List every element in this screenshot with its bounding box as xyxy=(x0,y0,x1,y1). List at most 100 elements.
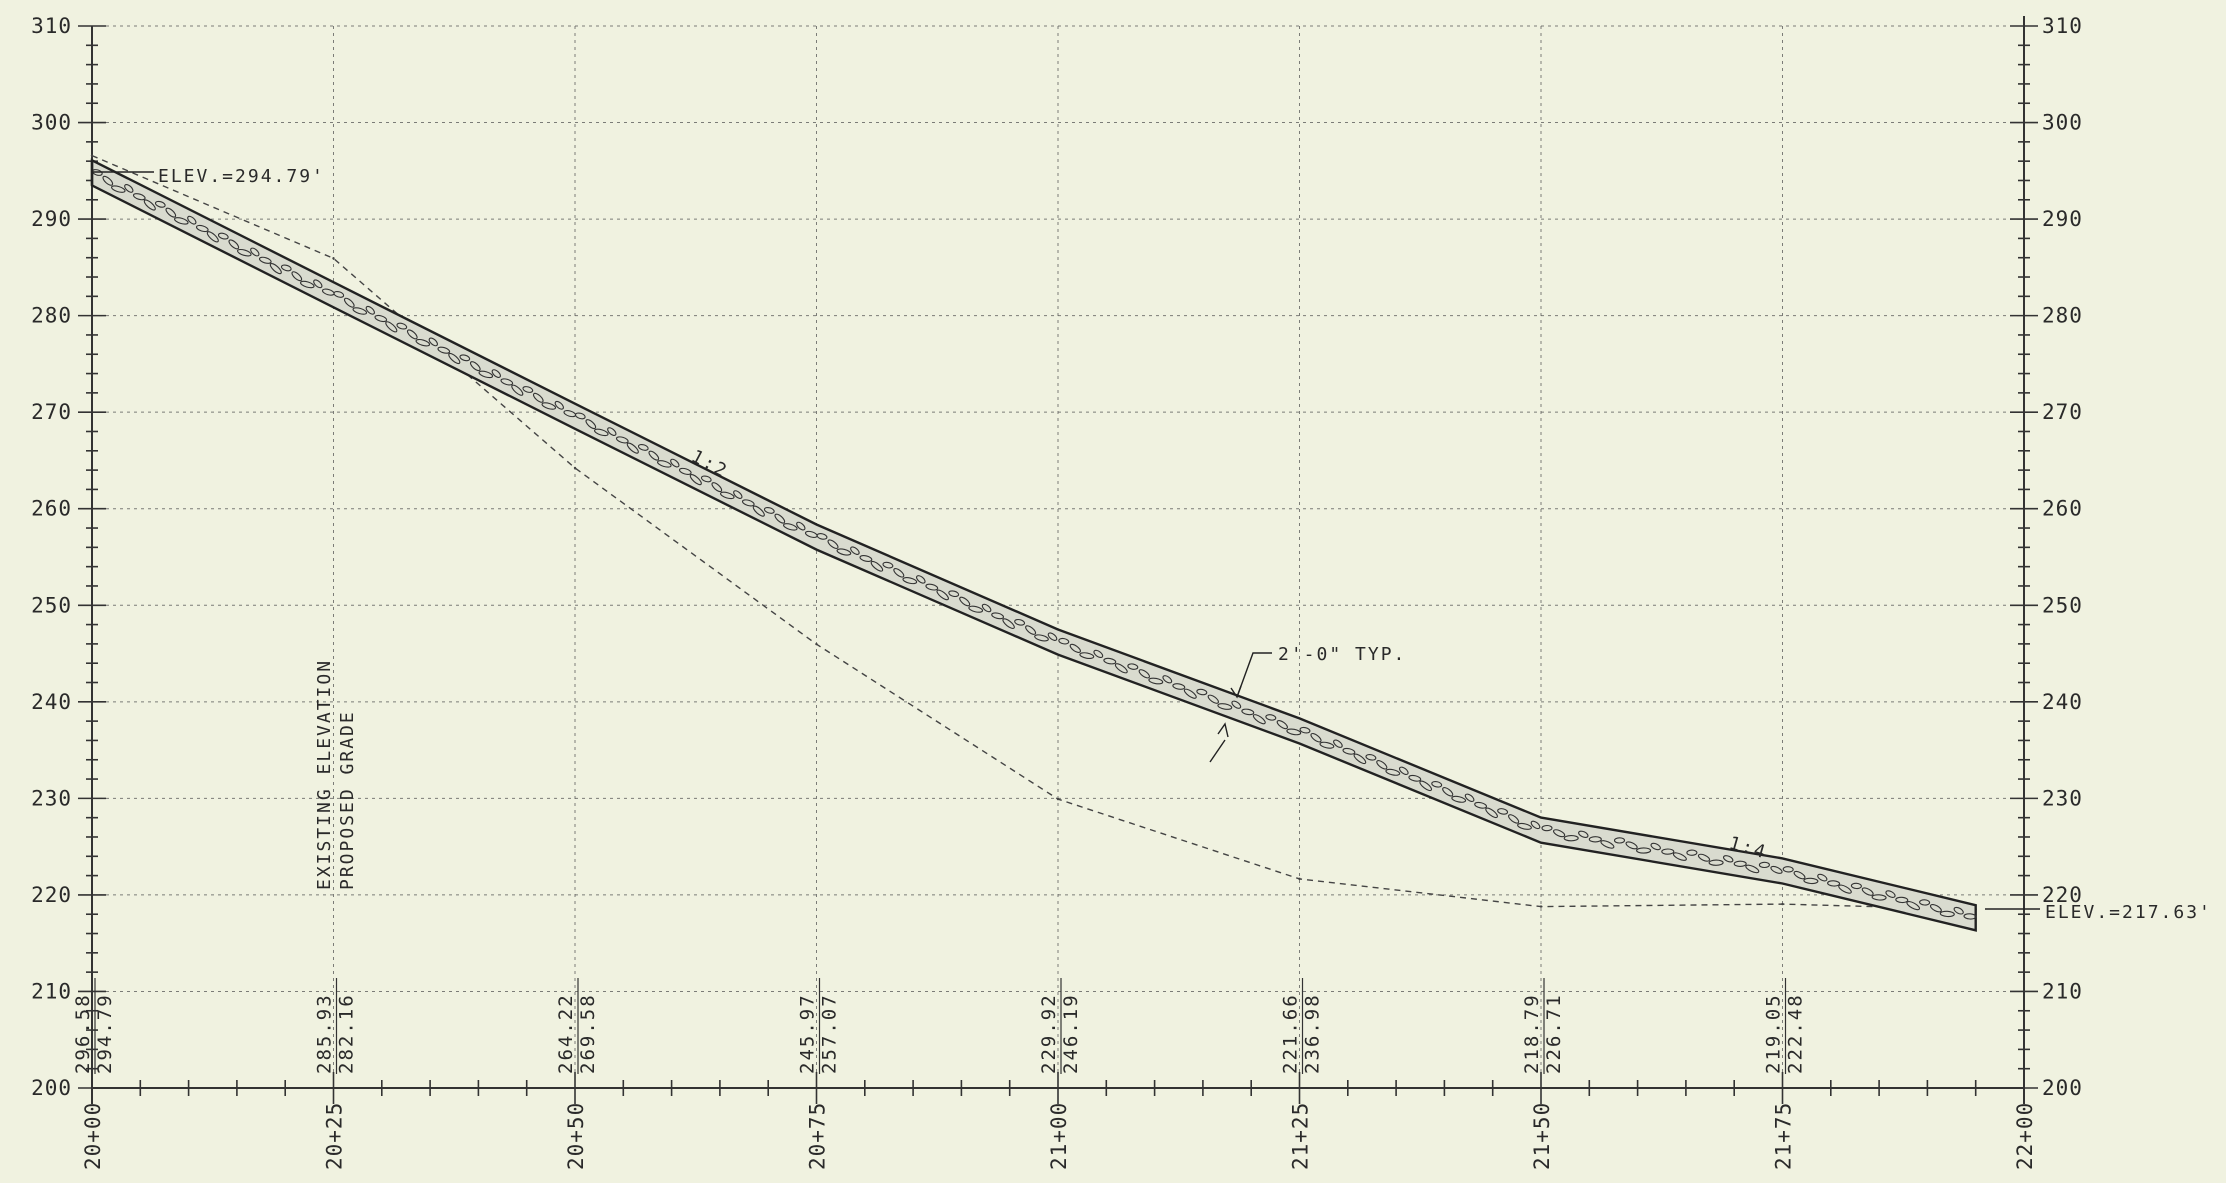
aggregate-stone xyxy=(491,369,501,379)
aggregate-stone xyxy=(385,321,398,333)
label-layer: 200 200 210 210 220 220 230 230 240 240 250 250 260 2… xyxy=(31,14,2083,1170)
aggregate-stone xyxy=(711,482,723,493)
aggregate-stone xyxy=(1850,882,1862,890)
aggregate-stone xyxy=(1929,903,1942,913)
aggregate-stone xyxy=(1014,618,1026,626)
y-tick-label-left: 250 xyxy=(31,593,72,617)
x-tick-label: 21+75 xyxy=(1772,1102,1796,1170)
aggregate-stone xyxy=(1419,780,1433,792)
existing-elevation-value: 218.79 xyxy=(1521,993,1543,1074)
aggregate-stone xyxy=(1138,669,1150,679)
aggregate-stone xyxy=(657,460,672,468)
aggregate-stone xyxy=(1953,906,1964,915)
aggregate-stone xyxy=(585,419,597,430)
existing-point xyxy=(1056,797,1060,801)
aggregate-stone xyxy=(522,386,534,393)
aggregate-stone xyxy=(925,583,939,591)
aggregate-stone xyxy=(1241,708,1255,716)
aggregate-stone xyxy=(1047,632,1058,641)
aggregate-stone xyxy=(1319,741,1335,749)
aggregate-stone xyxy=(1838,884,1852,894)
y-tick-label-right: 280 xyxy=(2042,304,2083,328)
aggregate-stone xyxy=(968,605,984,613)
aggregate-stone xyxy=(902,577,918,585)
aggregate-stone xyxy=(1385,768,1401,776)
aggregate-stone xyxy=(774,513,786,524)
aggregate-stone xyxy=(1002,618,1015,629)
aggregate-stone xyxy=(102,175,114,186)
axis-layer xyxy=(78,16,2038,1104)
thickness-arrow-upper xyxy=(1230,685,1242,699)
aggregate-stone xyxy=(132,193,146,201)
aggregate-stone xyxy=(752,505,765,517)
aggregate-stone xyxy=(1376,760,1388,770)
aggregate-stone xyxy=(1939,910,1955,918)
aggregate-stone xyxy=(532,392,544,403)
aggregate-stone xyxy=(783,523,798,531)
aggregate-stone xyxy=(893,567,905,578)
aggregate-stone xyxy=(1333,739,1343,748)
aggregate-stone xyxy=(741,499,755,507)
aggregate-stone xyxy=(1541,824,1553,832)
y-tick-label-right: 290 xyxy=(2042,207,2083,231)
aggregate-stone xyxy=(333,290,345,298)
aggregate-stone xyxy=(1861,887,1874,896)
aggregate-stone xyxy=(1563,835,1579,842)
aggregate-stone xyxy=(1196,688,1208,696)
proposed-grade-band xyxy=(90,158,1977,932)
y-tick-label-left: 230 xyxy=(31,786,72,810)
aggregate-stone xyxy=(124,183,134,193)
aggregate-stone xyxy=(1803,877,1819,885)
aggregate-stone xyxy=(1686,849,1698,856)
existing-point xyxy=(573,466,577,470)
aggregate-stone xyxy=(1093,649,1104,659)
proposed-grade-layer xyxy=(90,158,1977,932)
proposed-elevation-value: 257.07 xyxy=(819,993,841,1074)
aggregate-stone xyxy=(1661,848,1675,855)
y-tick-label-left: 310 xyxy=(31,14,72,38)
aggregate-stone xyxy=(1885,890,1896,898)
proposed-elevation-value: 222.48 xyxy=(1785,993,1807,1074)
aggregate-stone xyxy=(959,596,971,607)
existing-elevation-value: 285.93 xyxy=(314,993,336,1074)
aggregate-stone xyxy=(313,279,323,289)
y-tick-label-left: 210 xyxy=(31,979,72,1003)
aggregate-stone xyxy=(250,247,260,257)
y-tick-label-right: 270 xyxy=(2042,400,2083,424)
y-tick-label-right: 230 xyxy=(2042,786,2083,810)
aggregate-stone xyxy=(1079,652,1095,659)
aggregate-stone xyxy=(111,185,126,193)
aggregate-stone xyxy=(300,280,315,289)
aggregate-stone xyxy=(594,428,609,437)
aggregate-stone xyxy=(1745,864,1760,874)
aggregate-stone xyxy=(796,521,806,531)
aggregate-stone xyxy=(1758,861,1770,869)
aggregate-stone xyxy=(1600,840,1615,849)
aggregate-stone xyxy=(437,346,451,354)
aggregate-stone xyxy=(991,612,1005,620)
aggregate-stone xyxy=(1310,732,1322,743)
aggregate-stone xyxy=(374,314,388,323)
x-tick-label: 20+50 xyxy=(564,1102,588,1170)
existing-elevation-value: 264.22 xyxy=(555,993,577,1074)
y-tick-label-left: 290 xyxy=(31,207,72,231)
thickness-arrow-lower-head xyxy=(1217,722,1229,738)
aggregate-stone xyxy=(816,533,828,540)
aggregate-stone xyxy=(1625,841,1638,850)
aggregate-stone xyxy=(269,262,282,275)
legend-existing-label: EXISTING ELEVATION xyxy=(314,659,335,890)
existing-point xyxy=(1298,877,1301,881)
x-tick-label: 20+00 xyxy=(81,1102,105,1170)
proposed-elevation-value: 246.19 xyxy=(1060,993,1082,1074)
proposed-elevation-value: 226.71 xyxy=(1543,993,1565,1074)
aggregate-stone xyxy=(637,443,649,451)
aggregate-stone xyxy=(1408,774,1422,782)
aggregate-stone xyxy=(1672,852,1687,861)
existing-elevation-layer xyxy=(90,154,1977,911)
aggregate-stone xyxy=(143,199,156,211)
aggregate-stone xyxy=(1231,700,1242,709)
aggregate-stone xyxy=(1906,900,1921,911)
aggregate-stone xyxy=(1034,634,1049,642)
aggregate-stone xyxy=(1025,625,1037,635)
aggregate-stone xyxy=(1708,859,1724,866)
